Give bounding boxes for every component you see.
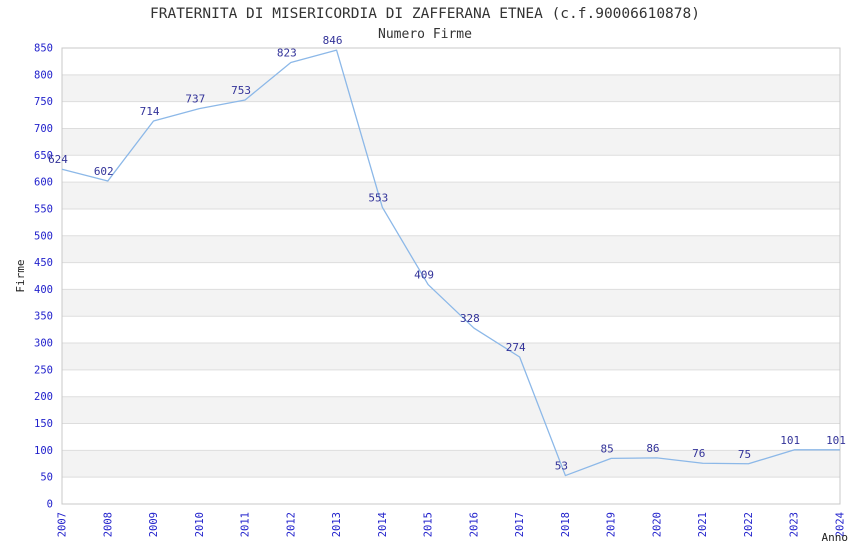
y-tick-label: 50 [40,472,53,484]
data-label: 53 [555,460,568,473]
y-tick-label: 450 [34,257,53,269]
chart-subtitle: Numero Firme [378,27,472,42]
y-tick-label: 200 [34,391,53,403]
plot-band [62,343,840,370]
y-tick-label: 650 [34,150,53,162]
plot-band [62,396,840,424]
plot-band [62,477,840,504]
y-tick-label: 350 [34,311,53,323]
x-tick-label: 2009 [148,512,160,537]
x-tick-label: 2024 [835,512,847,537]
y-tick-label: 700 [34,123,53,135]
x-tick-label: 2020 [651,512,663,537]
y-tick-label: 800 [34,69,53,81]
data-label: 101 [780,434,800,447]
x-tick-label: 2016 [468,512,480,537]
data-label: 85 [601,442,614,455]
plot-band [62,262,840,290]
plot-band [62,235,840,263]
data-label: 328 [460,312,480,325]
data-line [61,49,840,477]
data-label: 553 [368,191,388,204]
y-tick-label: 500 [34,230,53,242]
plot-band [62,369,840,397]
data-label: 737 [185,93,205,106]
x-tick-label: 2011 [240,512,252,537]
plot-band [62,74,840,102]
x-tick-label: 2008 [102,512,114,537]
data-label: 409 [414,269,434,282]
y-tick-label: 250 [34,364,53,376]
y-tick-label: 550 [34,203,53,215]
x-tick-label: 2017 [514,512,526,537]
chart-title: FRATERNITA DI MISERICORDIA DI ZAFFERANA … [150,6,700,22]
plot-band [62,316,840,344]
data-label: 602 [94,165,114,178]
plot-band [62,128,840,156]
y-tick-label: 750 [34,96,53,108]
x-tick-label: 2013 [331,512,343,537]
data-label: 823 [277,46,297,59]
y-tick-label: 150 [34,418,53,430]
y-tick-label: 850 [34,43,53,55]
x-axis-label: Anno [822,531,849,544]
x-tick-label: 2010 [194,512,206,537]
plot-band [62,208,840,236]
data-label: 76 [692,447,705,460]
x-tick-label: 2019 [606,512,618,537]
x-tick-label: 2014 [377,512,389,537]
x-tick-label: 2021 [697,512,709,537]
y-tick-label: 0 [47,499,53,511]
y-tick-label: 100 [34,445,53,457]
x-tick-label: 2022 [743,512,755,537]
plot-band [62,155,840,183]
data-label: 86 [646,442,659,455]
y-axis-label: Firme [14,259,27,292]
y-tick-label: 400 [34,284,53,296]
plot-band [62,48,840,75]
plot-band [62,289,840,317]
plot-band [62,101,840,129]
plot-band [62,423,840,451]
x-tick-label: 2018 [560,512,572,537]
data-label: 101 [826,434,846,447]
data-label: 753 [231,84,251,97]
y-tick-label: 300 [34,338,53,350]
x-tick-label: 2023 [789,512,801,537]
x-tick-label: 2015 [423,512,435,537]
plot-band [62,182,840,209]
data-label: 846 [323,34,343,47]
data-label: 274 [506,341,526,354]
x-tick-label: 2012 [285,512,297,537]
data-label: 75 [738,448,751,461]
data-label: 624 [48,153,68,166]
plot-border [61,47,841,505]
y-tick-label: 600 [34,177,53,189]
data-label: 714 [140,105,160,118]
x-tick-label: 2007 [57,512,69,537]
